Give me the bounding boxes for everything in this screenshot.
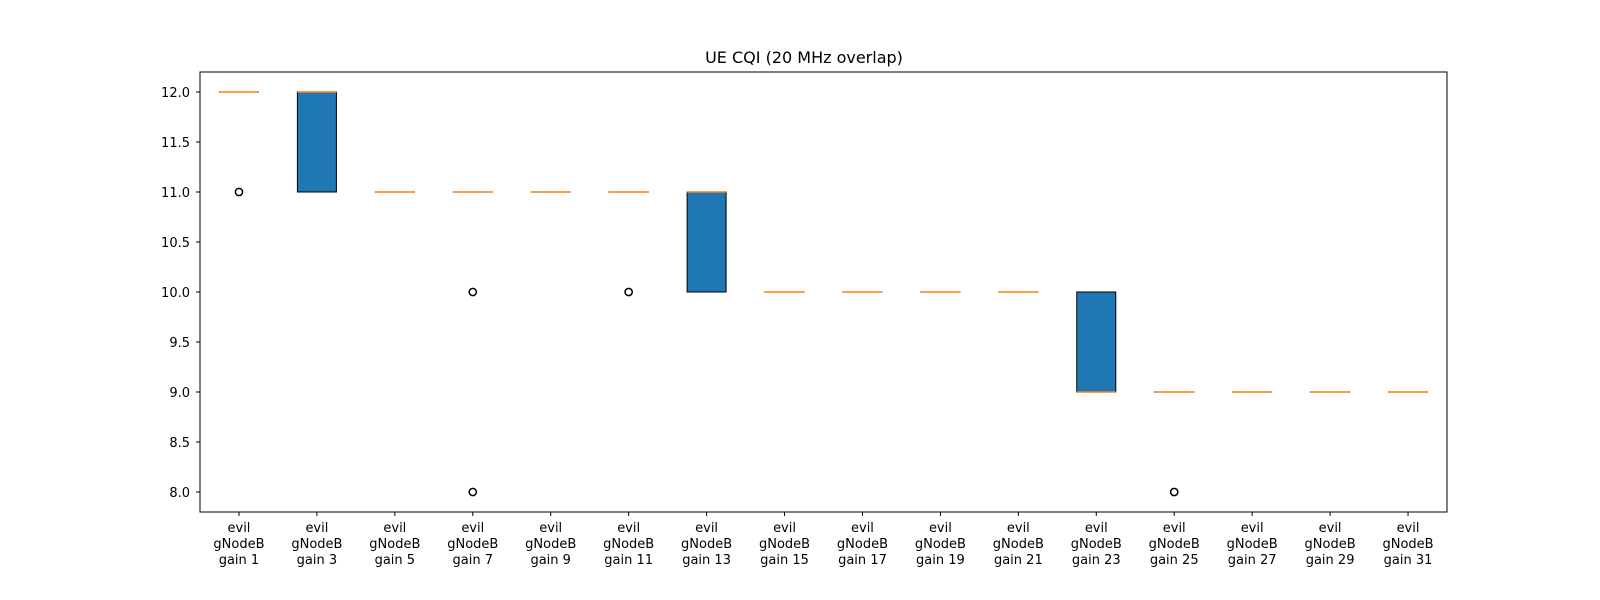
x-tick-label: evil [1319, 521, 1342, 536]
x-tick-label: evil [539, 521, 562, 536]
y-tick-label: 11.0 [161, 186, 190, 201]
x-tick-label: gNodeB [525, 537, 576, 552]
y-tick-label: 11.5 [161, 136, 190, 151]
x-tick-label: gNodeB [291, 537, 342, 552]
x-tick-label: gNodeB [603, 537, 654, 552]
x-tick-label: evil [1241, 521, 1264, 536]
x-tick-label: evil [461, 521, 484, 536]
x-tick-label: evil [1007, 521, 1030, 536]
box-group [1154, 391, 1195, 497]
x-tick-label: evil [773, 521, 796, 536]
y-tick-label: 10.5 [161, 236, 190, 251]
x-tick-label: gain 11 [604, 553, 653, 568]
box-body [296, 91, 337, 193]
x-tick-label: gain 23 [1072, 553, 1121, 568]
x-tick-label: gain 13 [682, 553, 731, 568]
flier-point [234, 187, 244, 197]
x-tick-label: gain 3 [297, 553, 337, 568]
box-group [686, 191, 727, 293]
chart-title: UE CQI (20 MHz overlap) [705, 48, 903, 67]
x-tick-label: gNodeB [369, 537, 420, 552]
flier-point [1169, 487, 1179, 497]
box-group [218, 91, 259, 197]
flier-point [468, 487, 478, 497]
box-group [452, 191, 493, 497]
y-tick-label: 12.0 [161, 86, 190, 101]
x-tick-label: evil [383, 521, 406, 536]
boxes-layer [218, 91, 1429, 497]
x-tick-label: gain 27 [1228, 553, 1277, 568]
flier-point [468, 287, 478, 297]
x-tick-label: gain 9 [530, 553, 570, 568]
x-tick-label: gNodeB [447, 537, 498, 552]
box-group [1076, 291, 1117, 393]
box-body [1076, 291, 1117, 393]
box-body [686, 191, 727, 293]
x-tick-label: gain 29 [1306, 553, 1355, 568]
x-tick-label: evil [617, 521, 640, 536]
x-tick-label: evil [1085, 521, 1108, 536]
x-tick-label: evil [1397, 521, 1420, 536]
y-tick-label: 8.5 [169, 436, 190, 451]
x-tick-label: gNodeB [915, 537, 966, 552]
x-tick-label: evil [695, 521, 718, 536]
x-tick-label: gNodeB [1382, 537, 1433, 552]
plot-frame [199, 71, 1448, 513]
x-tick-label: gNodeB [681, 537, 732, 552]
flier-point [624, 287, 634, 297]
x-tick-label: gain 21 [994, 553, 1043, 568]
y-tick-label: 8.0 [169, 486, 190, 501]
x-tick-label: gNodeB [1149, 537, 1200, 552]
box-group [608, 191, 649, 297]
x-tick-label: gNodeB [1305, 537, 1356, 552]
x-tick-label: gain 19 [916, 553, 965, 568]
y-tick-label: 9.5 [169, 336, 190, 351]
x-tick-label: gain 31 [1384, 553, 1433, 568]
x-tick-label: gain 7 [453, 553, 493, 568]
x-tick-label: gNodeB [1227, 537, 1278, 552]
y-tick-label: 10.0 [161, 286, 190, 301]
x-tick-label: evil [851, 521, 874, 536]
y-axis: 8.0 8.5 9.0 9.5 10.0 10.5 11.0 11.5 12.0 [161, 86, 200, 501]
x-tick-label: gNodeB [837, 537, 888, 552]
x-tick-label: gain 5 [375, 553, 415, 568]
box-group [296, 91, 337, 193]
x-tick-label: gNodeB [993, 537, 1044, 552]
x-tick-label: evil [929, 521, 952, 536]
x-tick-label: gNodeB [1071, 537, 1122, 552]
x-tick-label: evil [228, 521, 251, 536]
x-tick-label: evil [305, 521, 328, 536]
y-tick-label: 9.0 [169, 386, 190, 401]
x-tick-label: gain 25 [1150, 553, 1199, 568]
x-tick-label: gNodeB [759, 537, 810, 552]
x-tick-label: evil [1163, 521, 1186, 536]
x-tick-label: gNodeB [213, 537, 264, 552]
x-tick-label: gain 17 [838, 553, 887, 568]
x-tick-label: gain 15 [760, 553, 809, 568]
x-tick-label: gain 1 [219, 553, 259, 568]
